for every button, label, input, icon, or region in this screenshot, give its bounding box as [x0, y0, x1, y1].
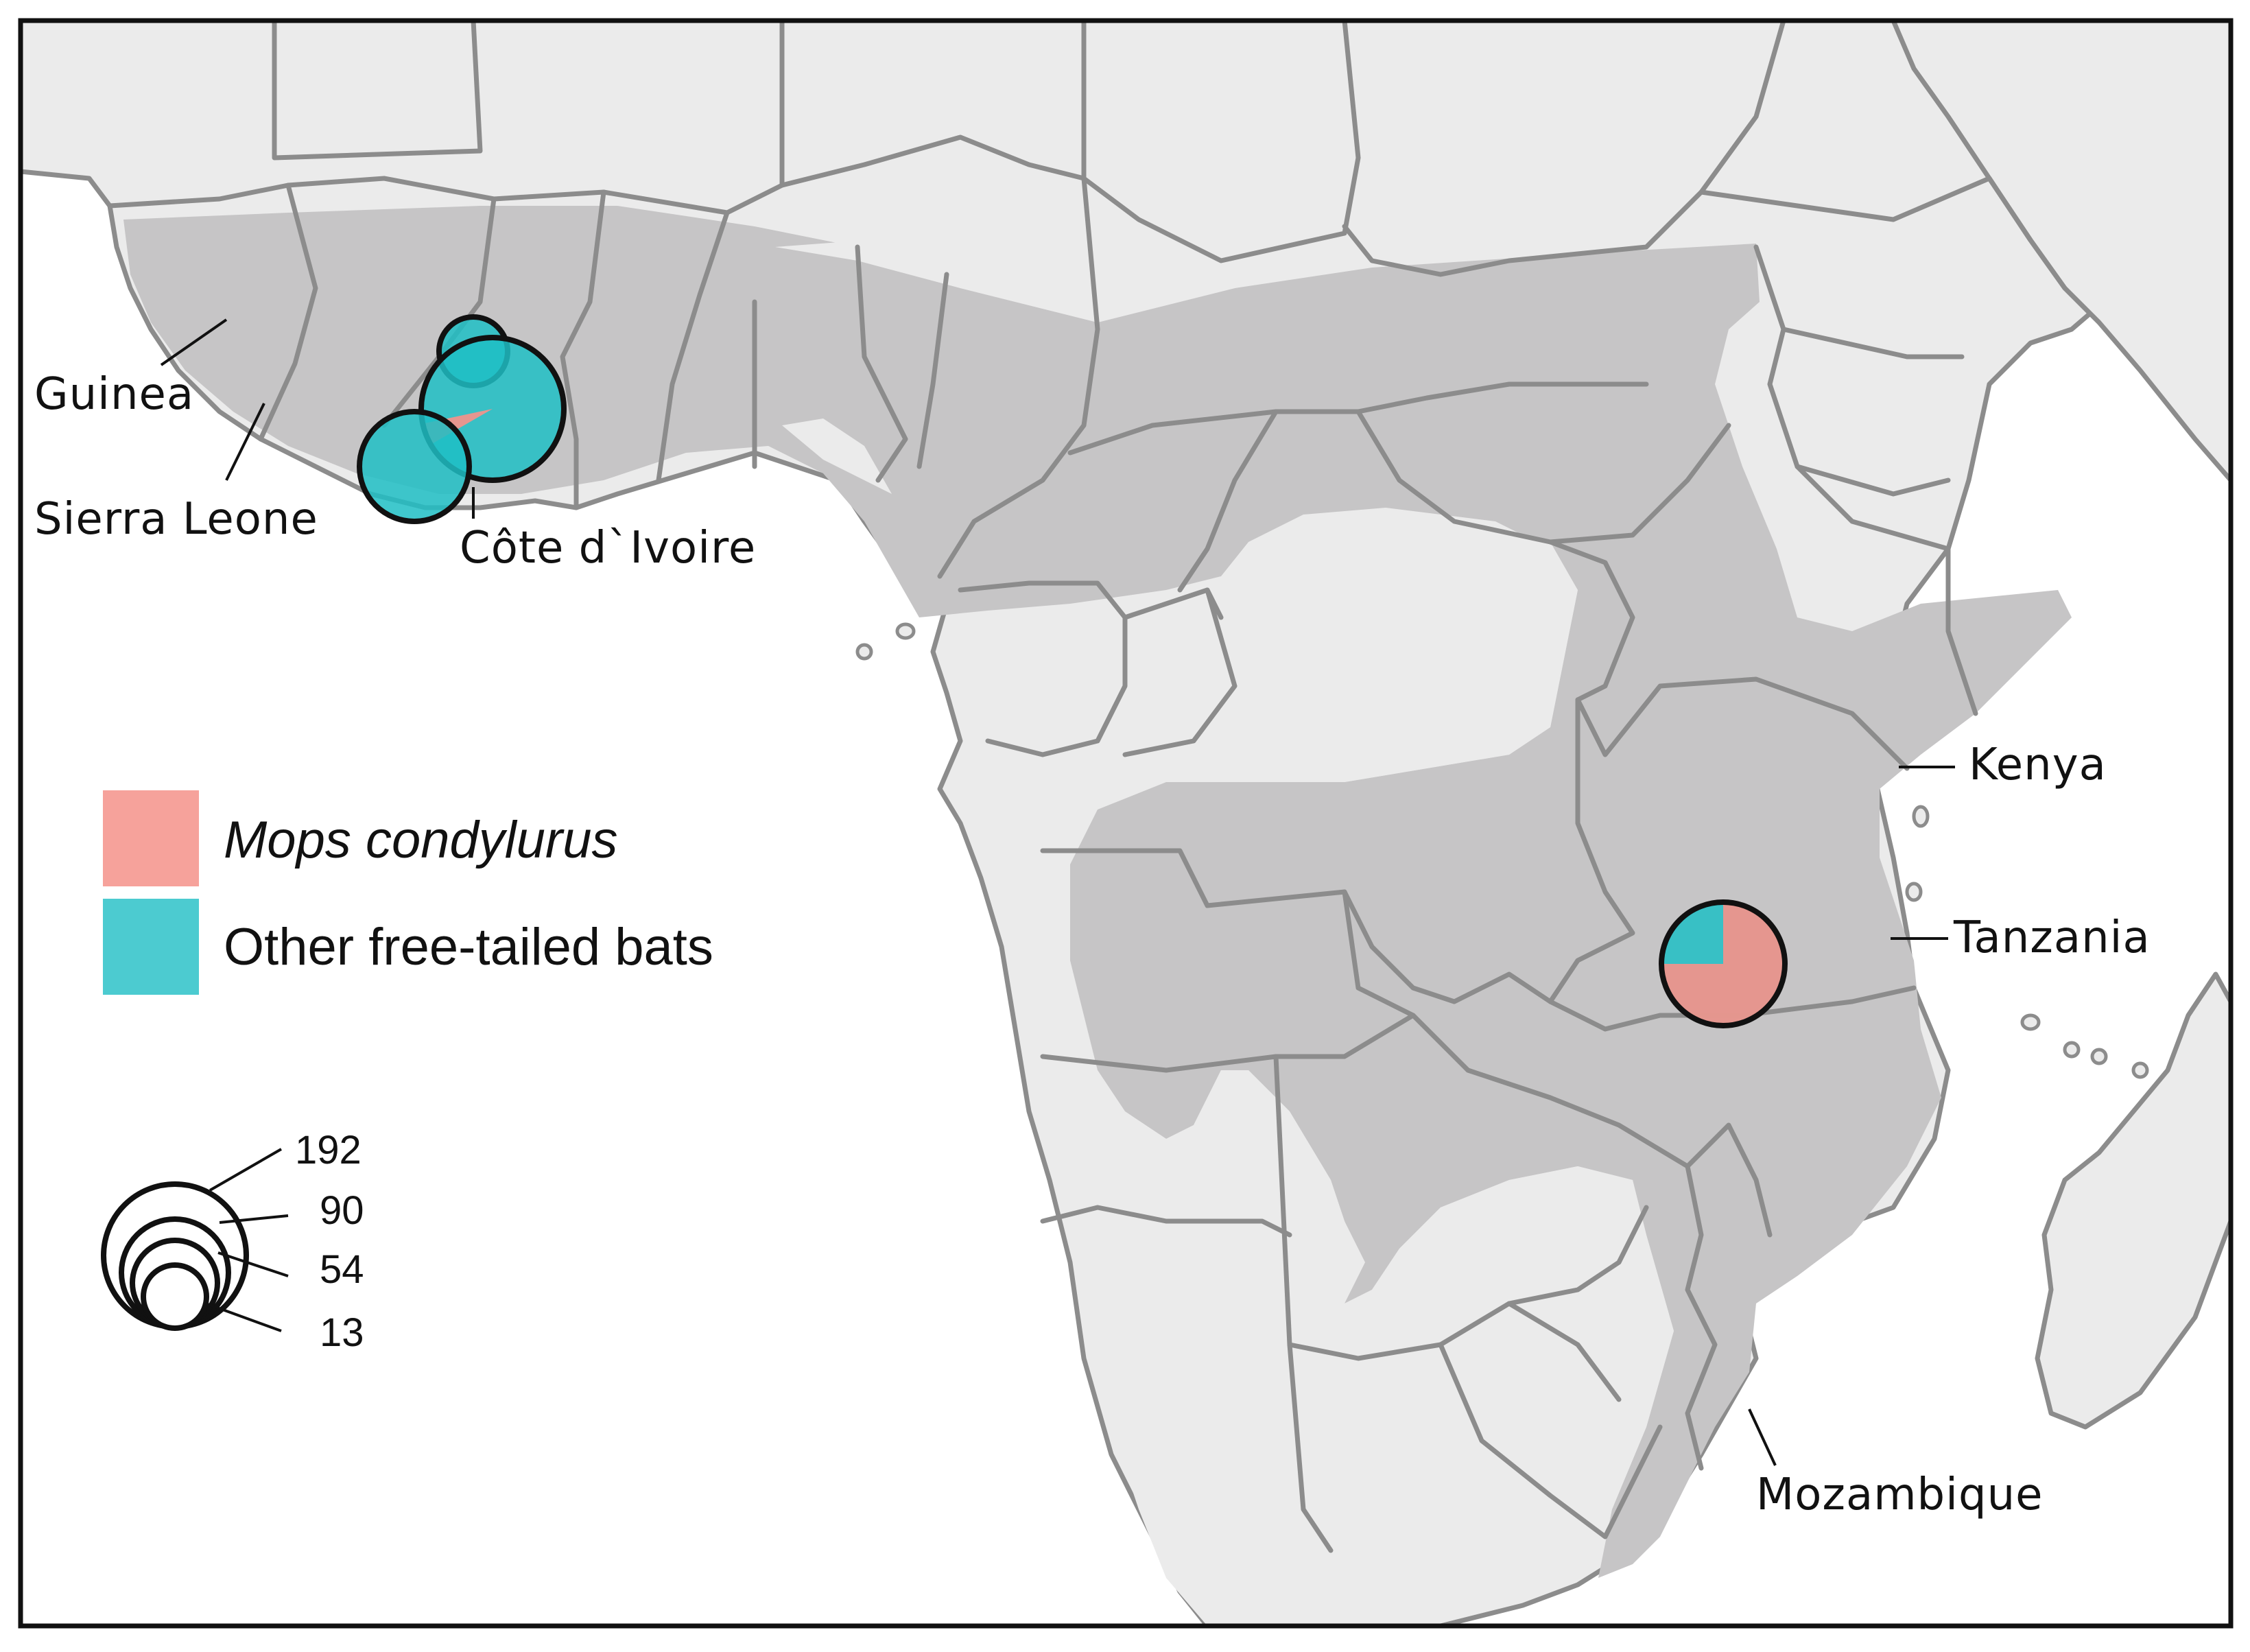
range-gap-southern — [1098, 1070, 1674, 1626]
size-label-90: 90 — [320, 1188, 364, 1233]
sampling-site-pies — [357, 314, 1788, 1028]
size-label-13: 13 — [320, 1310, 364, 1355]
site-pie — [1659, 899, 1788, 1028]
label-cote-divoire: Côte d`Ivoire — [460, 523, 756, 574]
species-range-north — [123, 206, 2072, 1578]
map-frame — [18, 18, 2234, 1629]
madagascar — [2035, 971, 2231, 1430]
country-labels: Guinea Sierra Leone Côte d`Ivoire Kenya … — [34, 318, 2151, 1520]
legend-label-other: Other free-tailed bats — [224, 918, 713, 976]
islands — [855, 622, 2149, 1079]
country-borders — [107, 21, 2068, 1553]
size-legend: 192 90 54 13 — [101, 1128, 364, 1355]
range-gap-north — [775, 233, 1372, 322]
pie-outline — [1659, 899, 1788, 1028]
size-label-192: 192 — [295, 1128, 362, 1172]
legend: Mops condylurus Other free-tailed bats — [103, 790, 713, 995]
pie-outline — [357, 409, 472, 524]
legend-label-mops: Mops condylurus — [224, 811, 618, 869]
range-gap-central — [1194, 521, 1578, 782]
label-kenya: Kenya — [1969, 740, 2107, 790]
label-tanzania: Tanzania — [1953, 912, 2151, 963]
site-pie — [357, 409, 472, 524]
range-gap-sahara-edge — [782, 418, 892, 494]
legend-swatch-other — [103, 899, 199, 995]
pie-slice-other — [359, 412, 469, 521]
pie-slice-mops — [1661, 902, 1785, 1026]
label-guinea: Guinea — [34, 369, 194, 420]
legend-swatch-mops — [103, 790, 199, 886]
pie-outline — [418, 335, 567, 483]
size-circle-13 — [141, 1262, 209, 1331]
label-sierra-leone: Sierra Leone — [34, 494, 318, 545]
arabian-peninsula — [1891, 21, 2231, 483]
label-mozambique: Mozambique — [1756, 1470, 2044, 1520]
size-label-54: 54 — [320, 1247, 364, 1292]
